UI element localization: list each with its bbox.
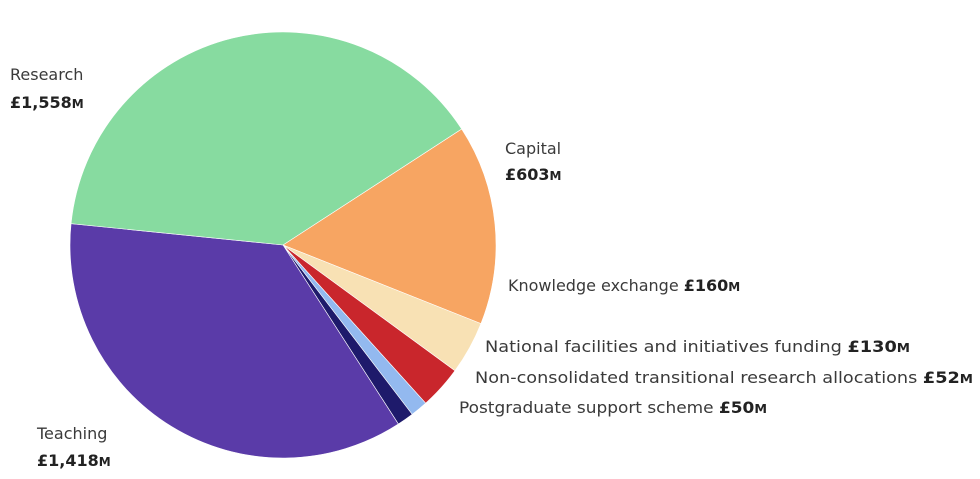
label-research-value: £1,558M bbox=[10, 93, 84, 112]
slice-label-national-facilities: National facilities and initiatives fund… bbox=[485, 337, 910, 356]
label-knowledge-exchange-name: Knowledge exchange bbox=[508, 276, 679, 295]
label-knowledge-exchange: Knowledge exchange £160M bbox=[508, 276, 740, 295]
label-postgraduate-name: Postgraduate support scheme bbox=[459, 398, 714, 417]
label-non-consolidated-amount: £52 bbox=[923, 368, 960, 387]
slice-label-non-consolidated: Non-consolidated transitional research a… bbox=[475, 368, 973, 387]
label-research-name: Research bbox=[10, 65, 83, 84]
label-postgraduate-amount: £50 bbox=[719, 398, 754, 417]
label-knowledge-exchange-unit: M bbox=[728, 280, 740, 294]
label-capital-amount: £603 bbox=[505, 165, 550, 184]
pie-slice-capital bbox=[282, 128, 497, 325]
label-research-unit: M bbox=[72, 97, 84, 111]
pie-slices bbox=[69, 31, 497, 459]
label-national-facilities: National facilities and initiatives fund… bbox=[485, 337, 910, 356]
slice-label-teaching: Teaching £1,418M bbox=[36, 424, 111, 470]
pie-slice-teaching bbox=[69, 223, 399, 459]
label-non-consolidated-name: Non-consolidated transitional research a… bbox=[475, 368, 917, 387]
label-teaching-value: £1,418M bbox=[37, 451, 111, 470]
label-research-amount: £1,558 bbox=[10, 93, 72, 112]
slice-label-knowledge-exchange: Knowledge exchange £160M bbox=[508, 276, 740, 295]
slice-label-capital: Capital £603M bbox=[505, 139, 561, 184]
label-non-consolidated-unit: M bbox=[960, 372, 973, 386]
label-teaching-amount: £1,418 bbox=[37, 451, 99, 470]
label-national-facilities-unit: M bbox=[897, 341, 910, 355]
label-knowledge-exchange-amount: £160 bbox=[684, 276, 729, 295]
label-postgraduate: Postgraduate support scheme £50 M bbox=[459, 398, 767, 417]
label-capital-name: Capital bbox=[505, 139, 561, 158]
label-non-consolidated: Non-consolidated transitional research a… bbox=[475, 368, 973, 387]
label-capital-unit: M bbox=[550, 169, 562, 183]
slice-label-postgraduate: Postgraduate support scheme £50 M bbox=[459, 398, 767, 417]
label-postgraduate-unit: M bbox=[754, 402, 767, 416]
label-teaching-name: Teaching bbox=[36, 424, 107, 443]
label-teaching-unit: M bbox=[99, 455, 111, 469]
label-national-facilities-amount: £130 bbox=[847, 337, 896, 356]
label-capital-value: £603M bbox=[505, 165, 561, 184]
pie-slice-research bbox=[70, 31, 463, 246]
slice-label-research: Research £1,558M bbox=[10, 65, 84, 112]
label-national-facilities-name: National facilities and initiatives fund… bbox=[485, 337, 842, 356]
